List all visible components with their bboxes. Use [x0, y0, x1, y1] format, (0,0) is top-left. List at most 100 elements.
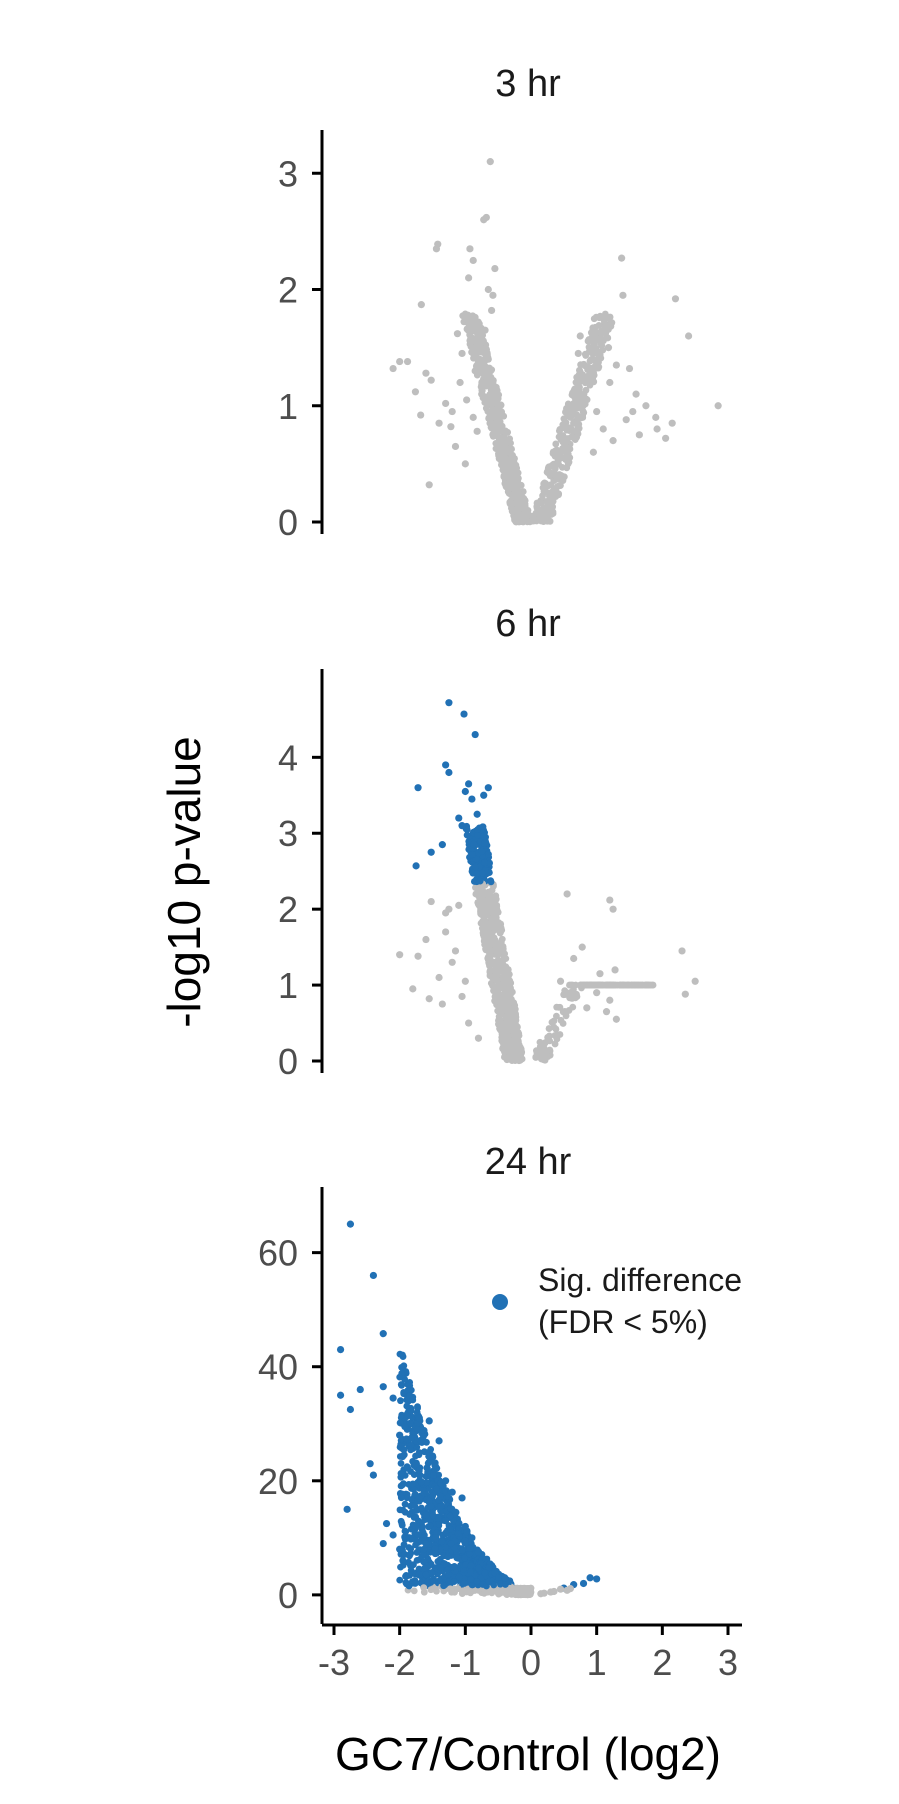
density-point	[481, 859, 488, 867]
density-point	[413, 1426, 421, 1433]
density-point	[463, 325, 471, 333]
data-point	[451, 1508, 460, 1516]
data-point	[579, 396, 588, 404]
density-point	[552, 1025, 560, 1033]
data-point	[366, 1460, 374, 1468]
density-point	[492, 973, 500, 980]
density-point	[479, 920, 486, 927]
density-point	[466, 1550, 474, 1558]
data-point	[473, 427, 481, 435]
density-point	[510, 1017, 518, 1024]
data-point	[425, 1448, 433, 1456]
data-point	[432, 1534, 440, 1542]
data-point	[618, 254, 626, 262]
data-point	[442, 761, 450, 769]
density-point	[558, 463, 566, 471]
data-point	[389, 1394, 397, 1402]
data-point	[596, 970, 604, 978]
data-point	[635, 431, 643, 439]
density-point	[485, 850, 492, 858]
data-point	[412, 1522, 420, 1531]
density-point	[554, 482, 562, 490]
data-point	[379, 1383, 387, 1391]
density-point	[467, 1576, 475, 1583]
density-point	[545, 1025, 553, 1032]
data-point	[425, 1417, 433, 1425]
data-point	[336, 1346, 345, 1354]
data-point	[415, 1414, 423, 1422]
data-point	[448, 407, 456, 416]
y-tick-label: 0	[278, 1041, 298, 1082]
data-point	[488, 306, 496, 315]
density-point	[467, 1562, 475, 1570]
density-point	[429, 1492, 437, 1500]
data-point	[474, 1034, 483, 1042]
density-point	[489, 907, 497, 914]
density-point	[483, 399, 491, 407]
data-point	[403, 357, 412, 366]
density-point	[564, 460, 572, 468]
panel-title: 3 hr	[495, 63, 561, 105]
density-point	[478, 847, 486, 855]
legend-swatch	[492, 1294, 508, 1310]
data-point	[438, 1000, 446, 1008]
density-point	[410, 1471, 418, 1478]
data-point	[514, 1589, 522, 1597]
data-point	[369, 1471, 377, 1479]
data-point	[586, 1574, 594, 1582]
density-point	[450, 1578, 458, 1586]
density-point	[472, 855, 480, 863]
data-point	[389, 364, 397, 373]
density-point	[466, 331, 474, 339]
data-point	[625, 364, 634, 373]
data-point	[442, 399, 450, 408]
data-point	[369, 1271, 377, 1280]
density-point	[515, 1041, 523, 1049]
density-point	[453, 1554, 461, 1562]
density-point	[556, 426, 564, 434]
density-point	[463, 831, 471, 839]
density-point	[480, 888, 488, 896]
density-point	[485, 893, 493, 901]
panel-1: 3 hr 0 1 2 3	[278, 63, 722, 543]
density-point	[487, 878, 495, 886]
density-point	[436, 1564, 444, 1571]
density-point	[515, 495, 523, 503]
density-point	[481, 840, 488, 847]
data-point	[346, 1220, 355, 1228]
density-point	[421, 1564, 429, 1572]
x-tick-label: 2	[652, 1642, 672, 1683]
data-point	[458, 822, 466, 830]
y-tick-label: 1	[278, 965, 298, 1006]
data-point	[574, 349, 582, 358]
density-point	[481, 1569, 488, 1577]
density-cloud	[459, 310, 616, 526]
density-point	[396, 1373, 404, 1381]
data-point	[451, 442, 460, 451]
density-point	[501, 1020, 509, 1027]
density-point	[462, 1561, 470, 1569]
density-point	[491, 984, 499, 992]
density-point	[503, 437, 511, 445]
data-point	[691, 977, 699, 985]
data-point	[579, 1579, 588, 1588]
density-point	[554, 457, 562, 464]
density-point	[507, 989, 515, 997]
density-point	[431, 1466, 439, 1474]
density-point	[400, 1541, 408, 1549]
data-point	[632, 390, 640, 398]
density-point	[399, 1506, 407, 1514]
density-point	[582, 386, 590, 394]
density-point	[554, 448, 562, 456]
density-point	[492, 967, 500, 975]
panel-2: 6 hr 0 1 2 3 4	[278, 603, 699, 1082]
density-point	[396, 1576, 404, 1584]
density-point	[399, 1351, 406, 1359]
density-point	[564, 400, 572, 408]
data-point	[478, 390, 486, 398]
density-point	[406, 1571, 414, 1579]
density-point	[398, 1363, 405, 1371]
density-point	[440, 1582, 447, 1590]
density-point	[509, 506, 517, 514]
density-point	[547, 489, 555, 497]
